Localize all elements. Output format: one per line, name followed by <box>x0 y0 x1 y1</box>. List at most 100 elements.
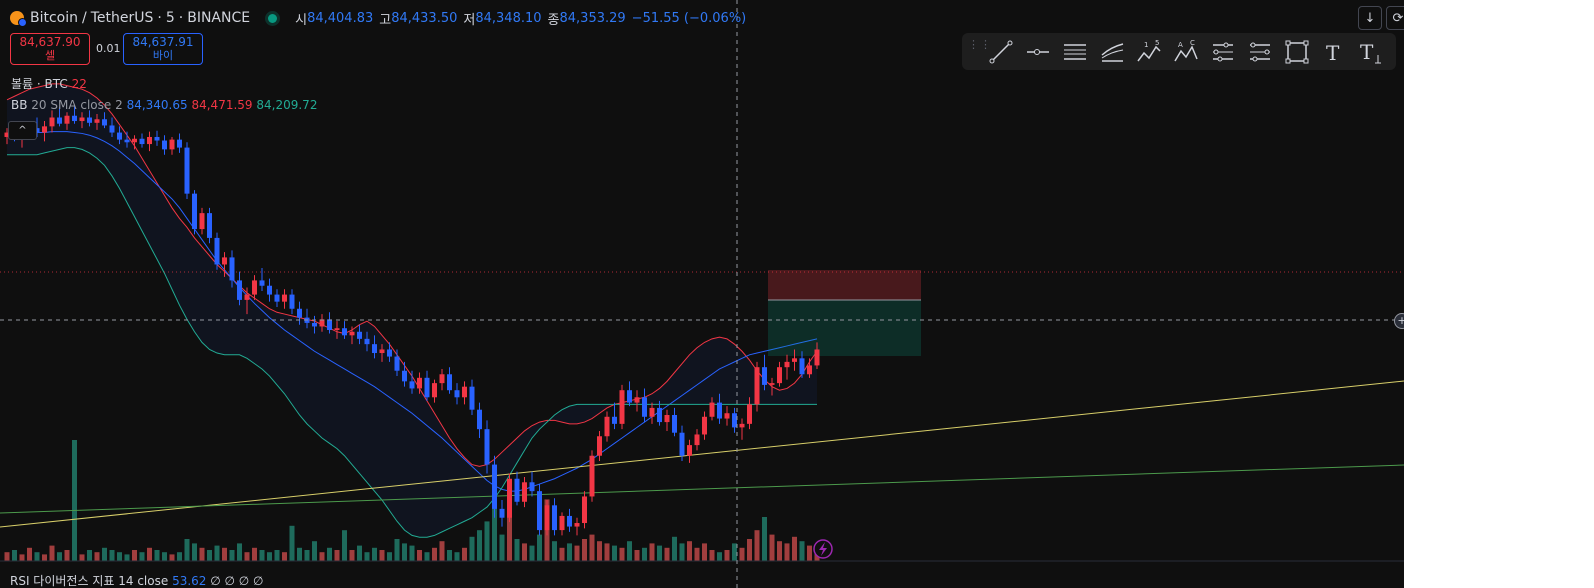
position-stop-zone <box>768 270 921 300</box>
candle-body <box>792 358 797 362</box>
candle-body <box>589 455 595 497</box>
horizontal-ray-tool[interactable] <box>1019 33 1056 70</box>
fullscreen-button[interactable]: ⟳ <box>1386 6 1404 30</box>
trend-line-green <box>0 464 1404 514</box>
volume-bar <box>492 481 497 561</box>
buy-label: 바이 <box>152 49 174 62</box>
candle-body <box>717 402 722 419</box>
symbol-separator: / <box>82 10 87 26</box>
candle-body <box>762 367 767 385</box>
candle-body <box>312 322 317 327</box>
volume-bar <box>42 554 47 561</box>
volume-bar <box>72 440 77 561</box>
candle-body <box>799 358 805 375</box>
volume-bar <box>477 530 482 561</box>
chart-panel[interactable]: Bitcoin / TetherUS · 5 · BINANCE 시 84,404… <box>0 0 1404 588</box>
candle-body <box>267 285 272 295</box>
candle-body <box>424 377 430 398</box>
volume-bar <box>589 534 595 561</box>
rsi-indicator-legend[interactable]: RSI 다이버전스 지표 14 close 53.62 ∅ ∅ ∅ ∅ <box>10 572 264 588</box>
candle-body <box>372 344 377 354</box>
sell-button[interactable]: 84,637.90 셀 <box>10 33 90 65</box>
candle-body <box>567 515 572 527</box>
volume-bar <box>717 552 722 561</box>
volume-bar <box>507 503 512 561</box>
volume-bar <box>724 550 730 561</box>
symbol-name[interactable]: Bitcoin <box>30 10 79 26</box>
candle-body <box>154 136 160 141</box>
candle-body <box>327 319 332 330</box>
volume-bar <box>297 547 302 561</box>
symbol-header[interactable]: Bitcoin / TetherUS · 5 · BINANCE 시 84,404… <box>10 8 746 28</box>
buy-button[interactable]: 84,637.91 바이 <box>123 33 203 65</box>
volume-bar <box>754 530 760 561</box>
volume-bar <box>402 543 407 561</box>
candle-body <box>357 331 362 339</box>
price-range-tool[interactable] <box>1204 33 1241 70</box>
candle-body <box>687 445 692 456</box>
close-value: 84,353.29 <box>559 10 626 26</box>
spread-value: 0.01 <box>96 42 121 55</box>
volume-bar <box>349 550 355 561</box>
quote-name[interactable]: TetherUS <box>90 10 154 26</box>
candle-body <box>432 383 437 398</box>
text-tool[interactable]: T <box>1315 33 1352 70</box>
interval[interactable]: 5 <box>165 10 175 26</box>
volume-bar <box>612 545 617 561</box>
rectangle-tool[interactable] <box>1278 33 1315 70</box>
candle-body <box>282 294 287 302</box>
lightning-bolt-icon <box>819 542 827 556</box>
add-alert-plus-button[interactable]: + <box>1394 313 1404 329</box>
candle-body <box>139 138 145 145</box>
candle-body <box>544 505 550 531</box>
volume-bar <box>274 550 280 561</box>
drag-handle-icon[interactable]: ⋮⋮ <box>968 37 992 51</box>
scroll-down-button[interactable]: ↓ <box>1358 6 1382 30</box>
candle-body <box>4 132 10 137</box>
volume-bar <box>177 552 182 561</box>
volume-bar <box>424 552 430 561</box>
volume-bar <box>739 547 745 561</box>
volume-bar <box>462 547 467 561</box>
price-chart[interactable] <box>0 0 1404 588</box>
candle-body <box>117 132 122 140</box>
candle-body <box>184 147 190 194</box>
candle-body <box>694 434 700 446</box>
volume-bar <box>267 552 272 561</box>
volume-bar <box>574 545 580 561</box>
volume-indicator-legend[interactable]: 볼륨 · BTC 22 <box>11 75 87 92</box>
candle-body <box>439 374 445 384</box>
candle-body <box>274 294 280 302</box>
low-value: 84,348.10 <box>475 10 542 26</box>
pitchfork-tool[interactable] <box>1093 33 1130 70</box>
collapse-legend-button[interactable]: ^ <box>8 121 37 140</box>
date-range-tool[interactable] <box>1241 33 1278 70</box>
volume-bar <box>27 547 32 561</box>
candle-body <box>387 349 392 357</box>
candle-body <box>462 386 467 398</box>
market-status-dot[interactable] <box>268 13 278 23</box>
candle-body <box>627 390 632 403</box>
parallel-channel-tool[interactable] <box>1056 33 1093 70</box>
candle-body <box>252 280 257 295</box>
candle-body <box>664 415 670 423</box>
volume-bar <box>132 550 137 561</box>
volume-bar <box>679 543 685 561</box>
anchored-text-tool[interactable]: T <box>1352 33 1389 70</box>
bb-indicator-legend[interactable]: BB 20 SMA close 2 84,340.65 84,471.59 84… <box>11 98 317 112</box>
candle-body <box>49 117 55 127</box>
volume-bar <box>634 550 640 561</box>
volume-bar <box>312 541 317 561</box>
trend-line-tool[interactable] <box>982 33 1019 70</box>
position-tool <box>0 270 1404 356</box>
exchange[interactable]: BINANCE <box>187 10 251 26</box>
candle-body <box>499 508 505 518</box>
volume-bar <box>244 552 250 561</box>
candle-body <box>807 365 812 375</box>
candle-body <box>109 125 115 133</box>
volume-bar <box>627 541 632 561</box>
